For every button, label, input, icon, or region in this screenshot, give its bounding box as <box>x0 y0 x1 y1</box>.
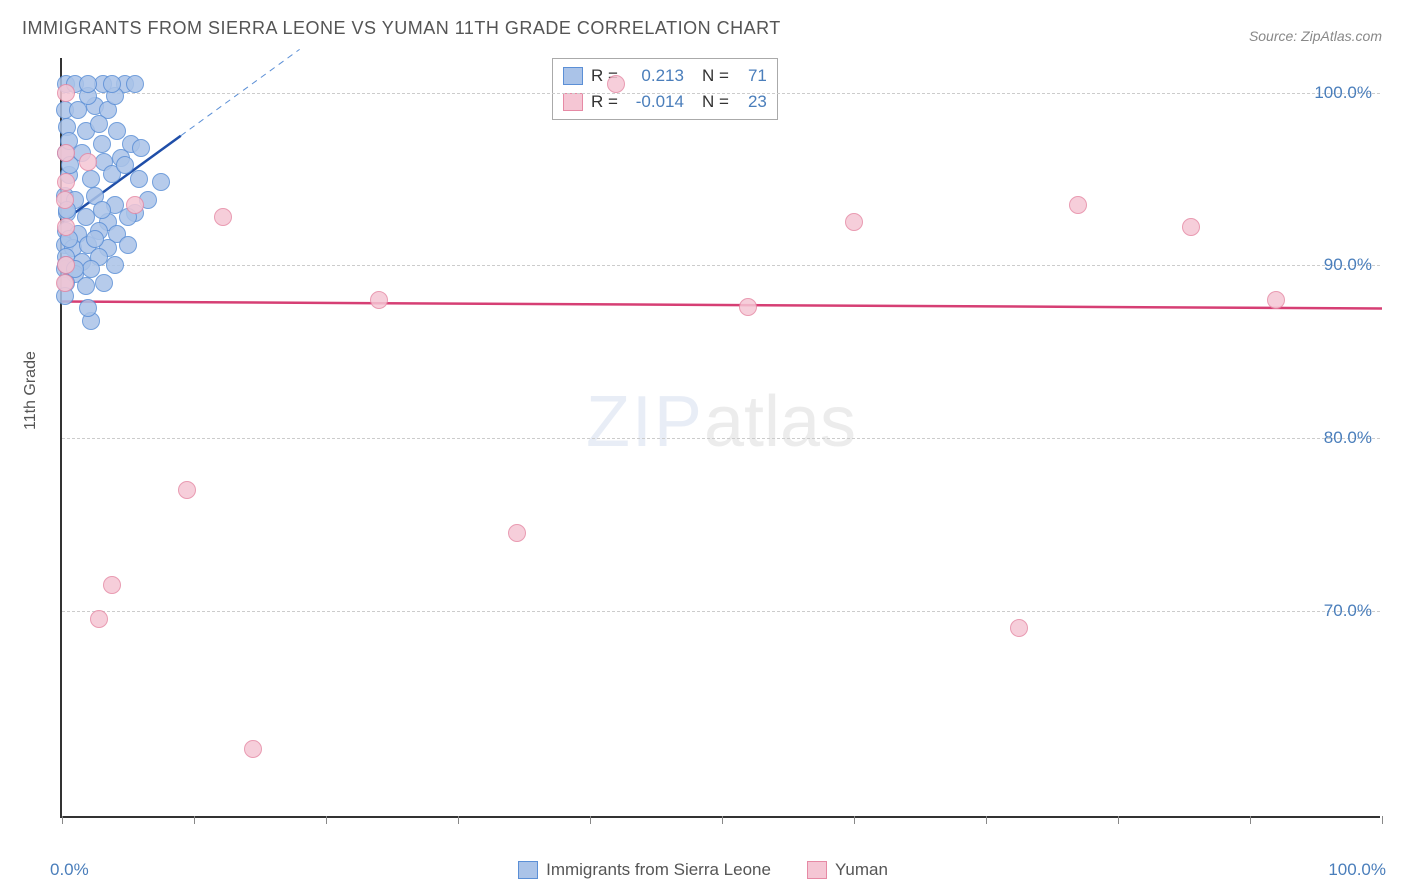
data-point <box>1069 196 1087 214</box>
data-point <box>103 576 121 594</box>
x-tick <box>986 816 987 824</box>
data-point <box>57 173 75 191</box>
data-point <box>607 75 625 93</box>
data-point <box>79 153 97 171</box>
x-tick <box>854 816 855 824</box>
data-point <box>79 299 97 317</box>
data-point <box>130 170 148 188</box>
y-tick-label: 70.0% <box>1324 601 1372 621</box>
y-tick-label: 80.0% <box>1324 428 1372 448</box>
data-point <box>90 115 108 133</box>
data-point <box>95 274 113 292</box>
data-point <box>57 218 75 236</box>
data-point <box>93 201 111 219</box>
series-swatch-icon <box>563 67 583 85</box>
x-tick <box>590 816 591 824</box>
data-point <box>57 84 75 102</box>
n-label: N = <box>702 63 729 89</box>
x-tick <box>326 816 327 824</box>
legend-label: Yuman <box>835 860 888 880</box>
legend-item: Yuman <box>807 860 888 880</box>
chart-title: IMMIGRANTS FROM SIERRA LEONE VS YUMAN 11… <box>22 18 781 39</box>
data-point <box>86 230 104 248</box>
legend-label: Immigrants from Sierra Leone <box>546 860 771 880</box>
x-tick-label: 100.0% <box>1328 860 1386 880</box>
watermark: ZIPatlas <box>586 381 856 463</box>
legend-swatch-icon <box>518 861 538 879</box>
data-point <box>103 75 121 93</box>
data-point <box>57 256 75 274</box>
data-point <box>1267 291 1285 309</box>
data-point <box>56 191 74 209</box>
data-point <box>244 740 262 758</box>
y-axis-label: 11th Grade <box>22 351 40 430</box>
x-tick <box>722 816 723 824</box>
legend-swatch-icon <box>807 861 827 879</box>
data-point <box>56 274 74 292</box>
data-point <box>119 236 137 254</box>
n-value: 71 <box>737 63 767 89</box>
data-point <box>1010 619 1028 637</box>
data-point <box>508 524 526 542</box>
stats-row: R =0.213N =71 <box>563 63 767 89</box>
data-point <box>57 144 75 162</box>
gridline-h <box>62 93 1380 94</box>
x-tick <box>1382 816 1383 824</box>
data-point <box>132 139 150 157</box>
trend-lines-svg <box>62 58 1380 816</box>
r-value: 0.213 <box>626 63 684 89</box>
trend-line <box>62 302 1382 309</box>
data-point <box>739 298 757 316</box>
gridline-h <box>62 438 1380 439</box>
bottom-legend: Immigrants from Sierra Leone Yuman <box>0 860 1406 884</box>
data-point <box>77 277 95 295</box>
stats-legend-box: R =0.213N =71R =-0.014N =23 <box>552 58 778 120</box>
legend-item: Immigrants from Sierra Leone <box>518 860 771 880</box>
x-tick-label: 0.0% <box>50 860 89 880</box>
y-tick-label: 100.0% <box>1314 83 1372 103</box>
data-point <box>79 75 97 93</box>
data-point <box>214 208 232 226</box>
data-point <box>126 196 144 214</box>
data-point <box>126 75 144 93</box>
gridline-h <box>62 265 1380 266</box>
x-tick <box>1118 816 1119 824</box>
x-tick <box>1250 816 1251 824</box>
data-point <box>90 610 108 628</box>
gridline-h <box>62 611 1380 612</box>
data-point <box>370 291 388 309</box>
data-point <box>93 135 111 153</box>
data-point <box>178 481 196 499</box>
series-swatch-icon <box>563 93 583 111</box>
y-tick-label: 90.0% <box>1324 255 1372 275</box>
data-point <box>152 173 170 191</box>
source-attribution: Source: ZipAtlas.com <box>1249 28 1382 44</box>
x-tick <box>458 816 459 824</box>
data-point <box>845 213 863 231</box>
data-point <box>116 156 134 174</box>
x-tick <box>194 816 195 824</box>
data-point <box>106 256 124 274</box>
x-tick <box>62 816 63 824</box>
data-point <box>1182 218 1200 236</box>
scatter-plot-area: ZIPatlas R =0.213N =71R =-0.014N =23 70.… <box>60 58 1380 818</box>
data-point <box>82 170 100 188</box>
